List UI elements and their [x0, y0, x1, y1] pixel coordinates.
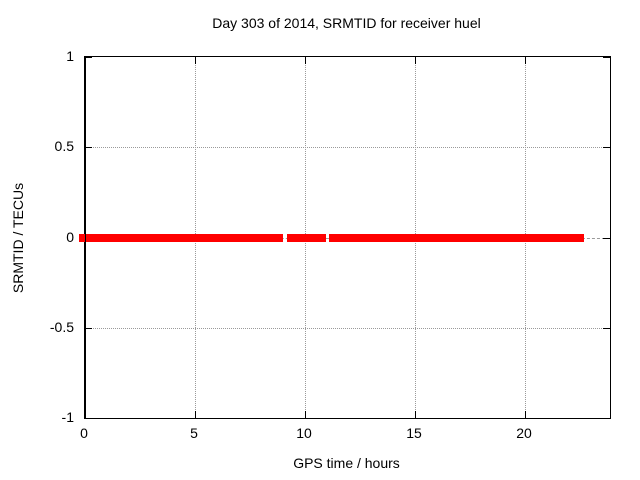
- y-tick-right: [603, 237, 610, 239]
- plot-area: [79, 56, 611, 419]
- y-tick-left: [85, 327, 92, 329]
- x-tick-label: 20: [516, 425, 532, 441]
- x-tick-bottom: [195, 411, 197, 418]
- y-tick-label: 0: [66, 228, 74, 245]
- y-tick-label: 1: [66, 48, 74, 64]
- series-line-segment: [286, 233, 326, 242]
- y-tick-right: [603, 327, 610, 329]
- y-tick-left: [85, 147, 92, 149]
- y-tick-label: -0.5: [49, 318, 74, 335]
- x-tick-top: [195, 57, 197, 64]
- x-tick-bottom: [525, 411, 527, 418]
- series-line-segment: [329, 233, 585, 242]
- x-tick-bottom: [415, 411, 417, 418]
- y-gridline: [85, 327, 610, 329]
- x-axis-label: GPS time / hours: [293, 455, 400, 471]
- y-tick-label: -1: [61, 409, 74, 425]
- x-tick-label: 0: [80, 425, 88, 441]
- series-line-segment: [79, 233, 283, 242]
- y-tick-right: [603, 147, 610, 149]
- x-tick-label: 10: [296, 425, 312, 441]
- y-tick-right: [603, 57, 610, 58]
- chart-title: Day 303 of 2014, SRMTID for receiver hue…: [212, 15, 481, 31]
- y-tick-label: 0.5: [54, 138, 74, 155]
- x-tick-label: 5: [190, 425, 198, 441]
- x-tick-top: [525, 57, 527, 64]
- x-tick-top: [305, 57, 307, 64]
- y-tick-left: [85, 57, 92, 58]
- x-tick-bottom: [305, 411, 307, 418]
- x-tick-label: 15: [406, 425, 422, 441]
- left-axis-line: [85, 57, 86, 418]
- y-tick-right: [603, 418, 610, 419]
- x-tick-top: [415, 57, 417, 64]
- y-gridline: [85, 147, 610, 149]
- y-tick-left: [85, 418, 92, 419]
